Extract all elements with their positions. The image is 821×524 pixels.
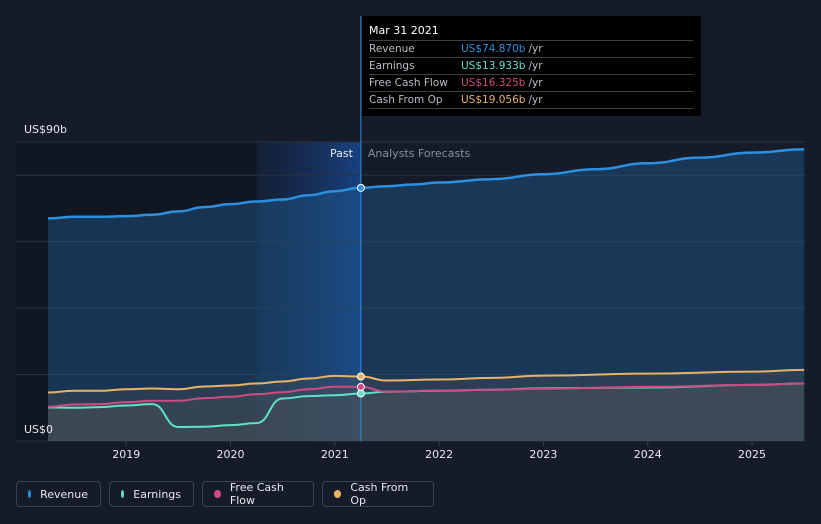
legend-label: Cash From Op (350, 481, 409, 507)
tooltip-label: Revenue (369, 43, 415, 55)
x-tick-label: 2024 (634, 448, 662, 461)
legend-label: Earnings (133, 487, 181, 501)
tooltip-unit: /yr (528, 60, 543, 72)
tooltip-value: US$74.870b (461, 43, 526, 55)
tooltip-row-revenue: Revenue US$74.870b /yr (369, 40, 693, 57)
area-revenue (48, 149, 805, 442)
tooltip-row-cash-from-op: Cash From Op US$19.056b /yr (369, 91, 693, 109)
x-tick-label: 2025 (738, 448, 766, 461)
line-cash-from-op (47, 368, 805, 394)
legend-item-revenue[interactable]: Revenue (16, 481, 101, 507)
tooltip-value: US$16.325b (461, 77, 526, 89)
tooltip-label: Earnings (369, 60, 415, 72)
tooltip-unit: /yr (528, 94, 543, 106)
revenue-dot-icon (28, 490, 32, 498)
chart-canvas: US$90b US$0 Past Analysts Forecasts 2019… (16, 16, 805, 461)
tooltip-unit: /yr (528, 43, 543, 55)
tooltip-unit: /yr (528, 77, 543, 89)
legend-item-earnings[interactable]: Earnings (109, 481, 194, 507)
tooltip: Mar 31 2021 Revenue US$74.870b /yr Earni… (362, 16, 701, 116)
area-earnings (48, 383, 805, 441)
tooltip-value: US$13.933b (461, 60, 526, 72)
line-free-cash-flow (47, 382, 805, 408)
y-axis-bottom-label: US$0 (24, 423, 53, 436)
x-tick-label: 2020 (217, 448, 245, 461)
marker-free-cash-flow (356, 382, 365, 391)
tooltip-row-free-cash-flow: Free Cash Flow US$16.325b /yr (369, 74, 693, 91)
line-revenue (47, 148, 805, 220)
highlight-region (256, 142, 361, 441)
marker-earnings (356, 389, 365, 398)
series-areas (48, 149, 805, 442)
grid-lines (16, 141, 805, 442)
earnings-dot-icon (121, 490, 125, 498)
x-tick-label: 2023 (529, 448, 557, 461)
legend-item-free-cash-flow[interactable]: Free Cash Flow (202, 481, 314, 507)
y-axis-top-label: US$90b (24, 123, 67, 136)
tooltip-markers (356, 183, 365, 398)
x-tick-label: 2019 (112, 448, 140, 461)
x-tick-label: 2021 (321, 448, 349, 461)
tooltip-value: US$19.056b (461, 94, 526, 106)
tooltip-label: Free Cash Flow (369, 77, 448, 89)
tooltip-row-earnings: Earnings US$13.933b /yr (369, 57, 693, 74)
legend-label: Revenue (40, 487, 88, 501)
tooltip-date: Mar 31 2021 (369, 24, 439, 37)
area-free-cash-flow (48, 383, 805, 441)
analysts-forecasts-label: Analysts Forecasts (368, 147, 471, 160)
legend-item-cash-from-op[interactable]: Cash From Op (322, 481, 434, 507)
marker-revenue (356, 183, 365, 192)
past-label: Past (330, 147, 354, 160)
legend-label: Free Cash Flow (229, 481, 284, 507)
cash-from-op-dot-icon (334, 490, 342, 498)
x-tick-label: 2022 (425, 448, 453, 461)
tooltip-label: Cash From Op (369, 94, 443, 106)
marker-cash-from-op (356, 372, 365, 381)
free-cash-flow-dot-icon (214, 490, 221, 498)
legend: Revenue Earnings Free Cash Flow Cash Fro… (16, 481, 434, 507)
x-axis-ticks: 2019 2020 2021 2022 2023 2024 2025 (112, 441, 766, 461)
series-lines (47, 148, 805, 428)
